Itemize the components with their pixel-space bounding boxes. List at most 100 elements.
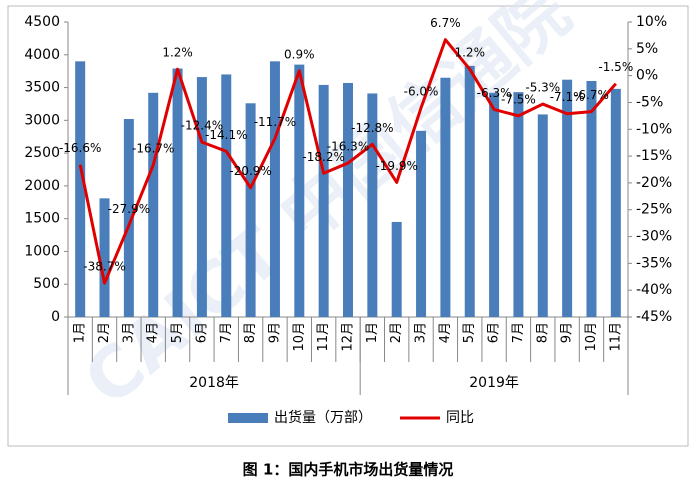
- y-tick-label: 1500: [24, 211, 60, 227]
- y-tick-label: 1000: [24, 243, 60, 259]
- data-label: -16.7%: [132, 142, 174, 156]
- y-tick-label: 4000: [24, 47, 60, 63]
- y2-tick-label: -15%: [636, 148, 672, 164]
- bar: [221, 74, 232, 317]
- y-tick-label: 2500: [24, 145, 60, 161]
- bar: [513, 92, 524, 318]
- y2-tick-label: 5%: [636, 41, 658, 57]
- y2-tick-label: -10%: [636, 121, 672, 137]
- bar: [318, 84, 329, 317]
- bar: [294, 64, 305, 317]
- x-tick-label: 7月: [511, 322, 526, 343]
- y-tick-label: 3500: [24, 80, 60, 96]
- data-label: -20.9%: [229, 164, 271, 178]
- bar: [610, 88, 621, 317]
- bar: [75, 61, 86, 318]
- bar: [148, 92, 159, 317]
- y-tick-label: 500: [33, 276, 60, 292]
- x-tick-label: 4月: [438, 322, 453, 343]
- data-label: -11.7%: [254, 115, 296, 129]
- legend-label: 同比: [446, 410, 474, 426]
- data-label: -7.1%: [550, 90, 585, 104]
- x-tick-label: 8月: [535, 322, 550, 343]
- bar: [196, 77, 207, 317]
- chart-border: [7, 5, 689, 447]
- data-label: -6.3%: [477, 86, 512, 100]
- legend-swatch: [228, 413, 268, 423]
- bar: [269, 61, 280, 318]
- x-tick-label: 1月: [365, 322, 380, 343]
- bar: [537, 114, 548, 317]
- y-tick-label: 3000: [24, 112, 60, 128]
- data-label: -6.0%: [404, 84, 439, 98]
- y-tick-label: 2000: [24, 178, 60, 194]
- x-tick-label: 2月: [389, 322, 404, 343]
- data-label: -7.5%: [501, 92, 536, 106]
- legend-label: 出货量（万部）: [274, 409, 372, 426]
- x-tick-label: 2月: [97, 322, 112, 343]
- bar: [245, 103, 256, 318]
- bar: [343, 82, 353, 317]
- caption: 图 1：国内手机市场出货量情况: [243, 461, 454, 479]
- x-tick-label: 3月: [121, 322, 136, 343]
- x-tick-label: 8月: [243, 322, 258, 343]
- data-label: -14.1%: [205, 128, 247, 142]
- x-tick-label: 6月: [487, 322, 502, 343]
- x-tick-label: 6月: [194, 322, 209, 343]
- data-label: -18.2%: [302, 150, 344, 164]
- y2-tick-label: -30%: [636, 229, 672, 245]
- line: [78, 38, 617, 285]
- x-tick-label: 12月: [341, 322, 356, 352]
- data-label: -27.9%: [108, 202, 150, 216]
- bar: [586, 81, 597, 317]
- data-label: -12.8%: [351, 121, 393, 135]
- bar: [391, 221, 402, 317]
- x-tick-label: 1月: [73, 322, 88, 343]
- x-tick-label: 7月: [219, 322, 234, 343]
- group-label: 2018年: [189, 375, 239, 391]
- y2-tick-label: -5%: [636, 94, 663, 110]
- bar: [440, 77, 451, 317]
- x-tick-label: 4月: [146, 322, 161, 343]
- data-label: -16.6%: [59, 141, 101, 155]
- bar: [416, 130, 427, 317]
- bar: [99, 198, 110, 317]
- bar: [172, 68, 183, 318]
- data-label: 1.2%: [162, 46, 193, 60]
- data-label: -5.3%: [525, 81, 560, 95]
- x-tick-label: 9月: [560, 322, 575, 343]
- y2-tick-label: 0%: [636, 68, 658, 84]
- y2-tick-label: -40%: [636, 282, 672, 298]
- data-label: -12.4%: [181, 119, 223, 133]
- y-tick-label: 4500: [24, 14, 60, 30]
- y-tick-label: 0: [51, 309, 60, 325]
- x-tick-label: 5月: [462, 322, 477, 343]
- data-label: -6.7%: [574, 88, 609, 102]
- group-label: 2019年: [469, 375, 519, 391]
- bar: [489, 92, 500, 317]
- y2-tick-label: -25%: [636, 202, 672, 218]
- bar: [562, 79, 573, 317]
- data-label: -1.5%: [598, 60, 633, 74]
- y2-tick-label: -20%: [636, 175, 672, 191]
- data-label: -19.9%: [375, 159, 417, 173]
- bar: [123, 119, 134, 318]
- x-tick-label: 10月: [584, 322, 599, 352]
- bar: [367, 93, 378, 317]
- x-tick-label: 5月: [170, 322, 185, 343]
- x-tick-label: 11月: [316, 322, 331, 352]
- data-label: 0.9%: [284, 47, 315, 61]
- x-tick-label: 3月: [414, 322, 429, 343]
- x-tick-label: 10月: [292, 322, 307, 352]
- y2-tick-label: -35%: [636, 255, 672, 271]
- x-tick-label: 9月: [267, 322, 282, 343]
- y2-tick-label: 10%: [636, 14, 667, 30]
- data-label: 6.7%: [430, 16, 461, 30]
- bar: [464, 65, 475, 317]
- x-tick-label: 11月: [608, 322, 623, 352]
- y2-tick-label: -45%: [636, 309, 672, 325]
- data-label: -16.3%: [327, 140, 369, 154]
- data-label: -38.7%: [83, 260, 125, 274]
- data-label: 1.2%: [454, 46, 485, 60]
